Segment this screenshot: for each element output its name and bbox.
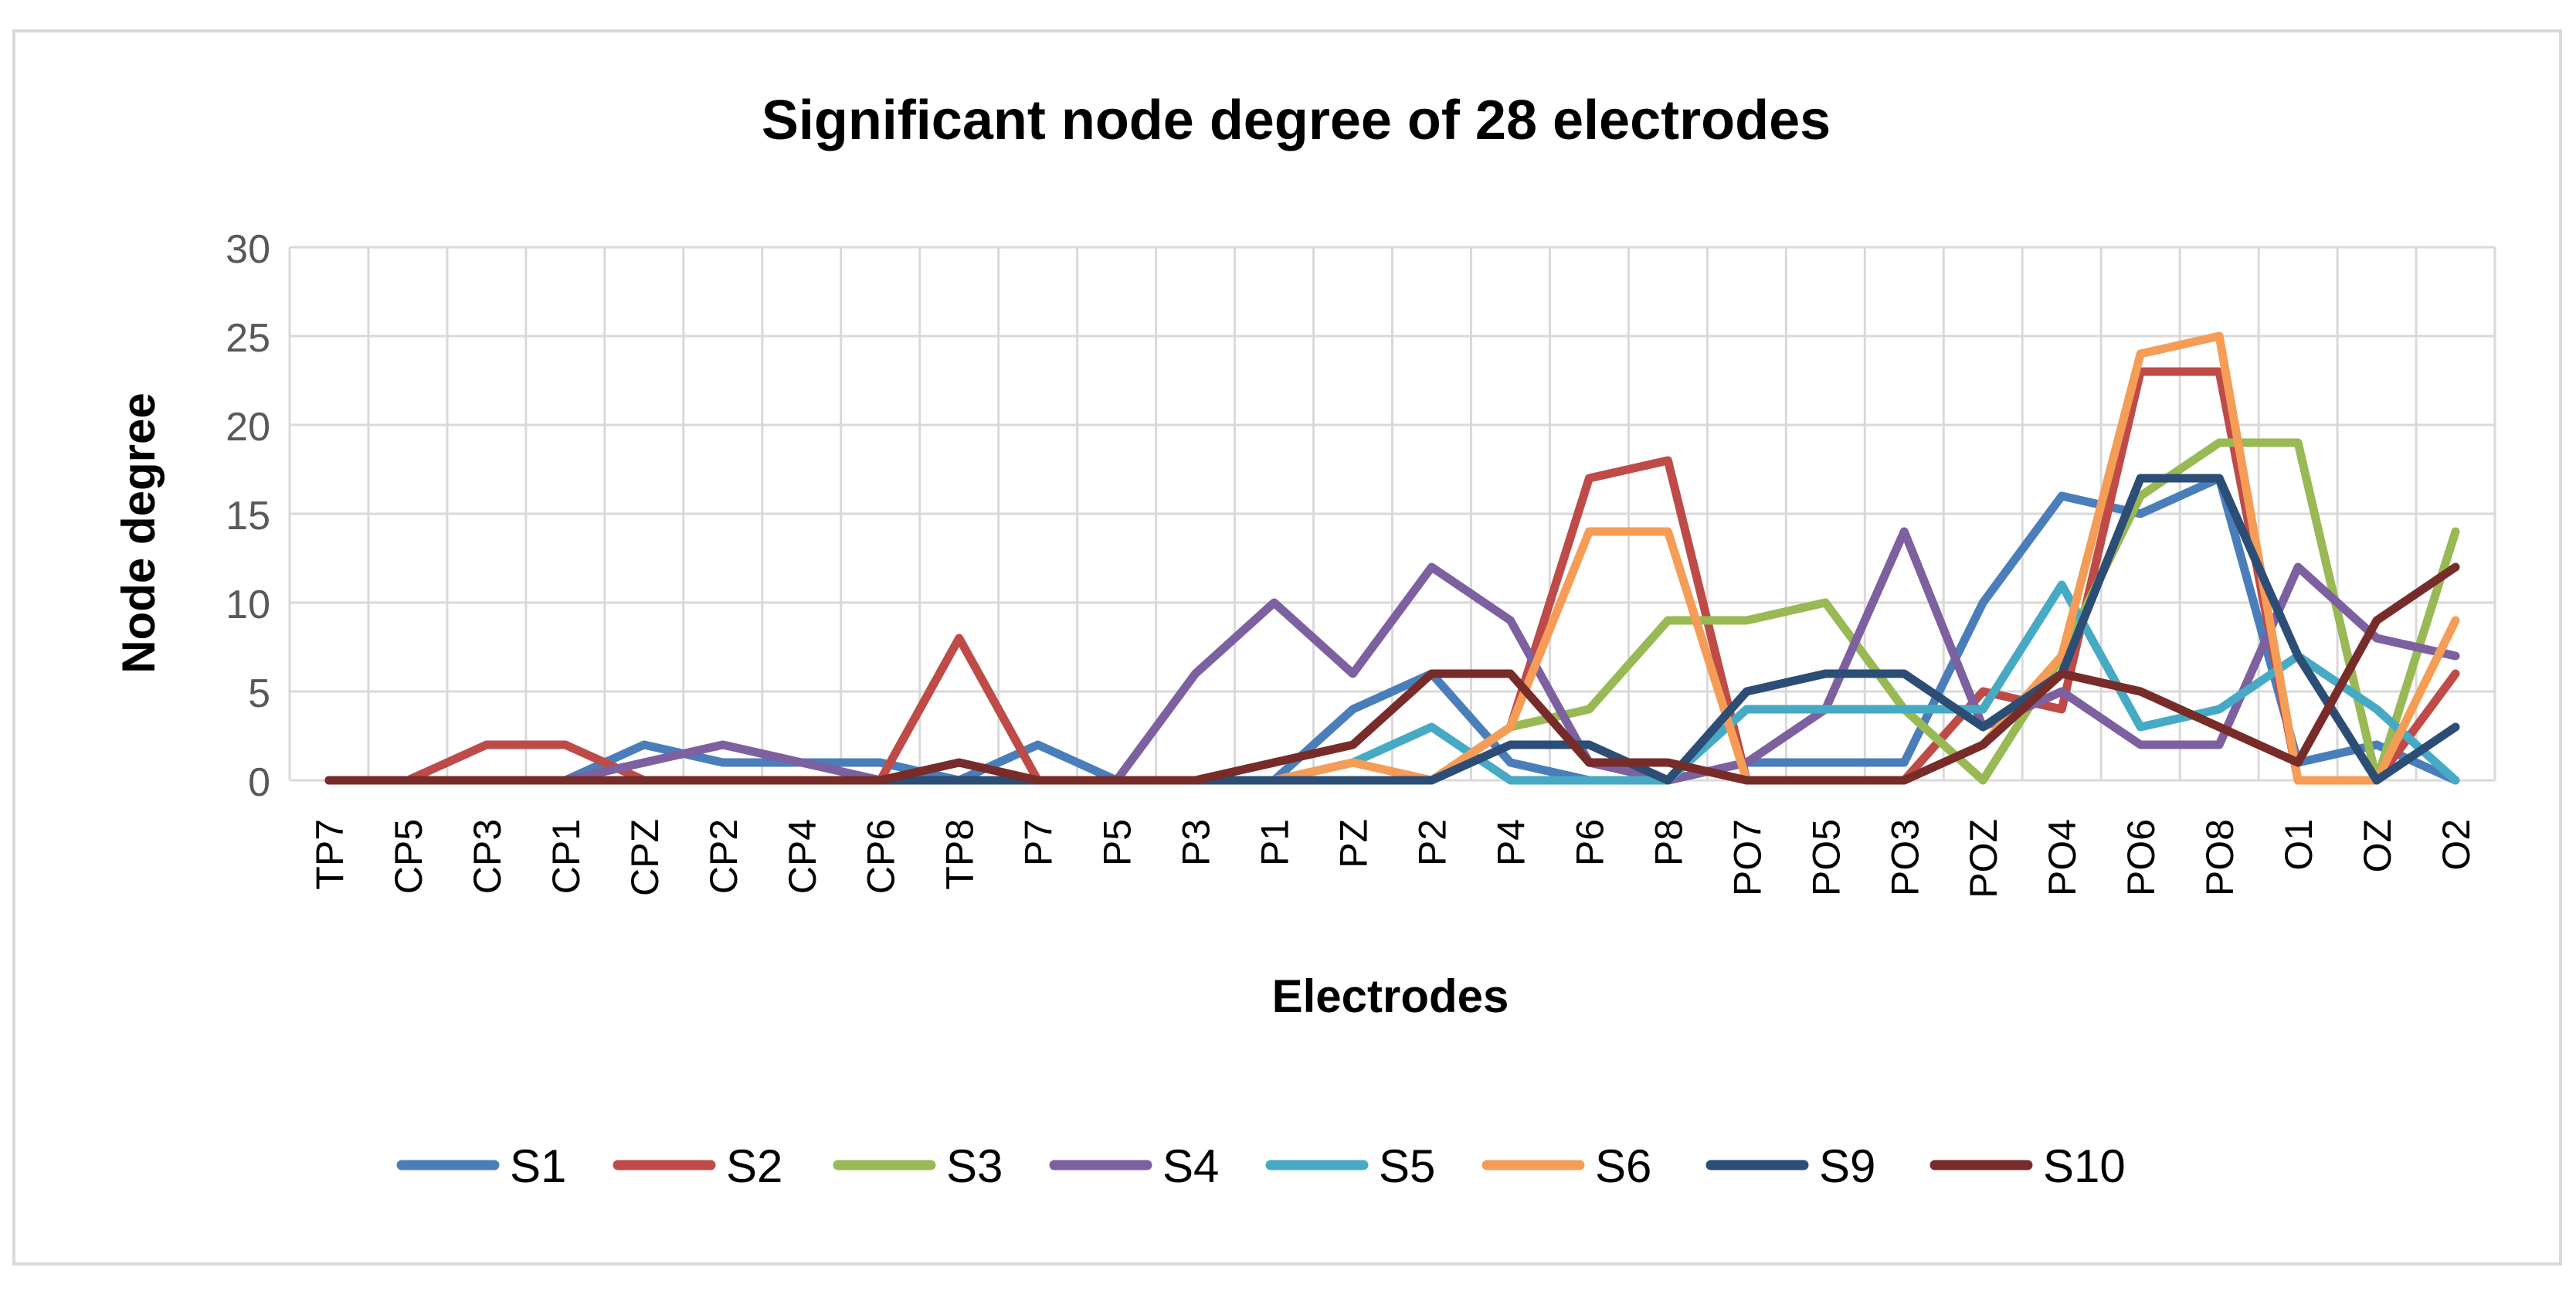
y-tick-label: 5 <box>248 671 270 716</box>
x-tick-label: TP7 <box>308 819 351 890</box>
x-tick-label: PO3 <box>1883 819 1926 896</box>
x-tick-label: CP5 <box>387 819 430 894</box>
gridlines <box>288 246 2496 782</box>
y-tick-label: 10 <box>226 583 270 627</box>
legend-label-s10: S10 <box>2043 1140 2126 1192</box>
legend-label-s9: S9 <box>1819 1140 1875 1192</box>
x-tick-label: P2 <box>1410 819 1454 866</box>
x-tick-label: CP3 <box>466 819 509 894</box>
x-axis-label: Electrodes <box>1272 970 1509 1022</box>
x-tick-label: P4 <box>1489 819 1532 866</box>
y-tick-label: 30 <box>226 227 270 272</box>
legend-label-s1: S1 <box>510 1140 566 1192</box>
legend-label-s5: S5 <box>1379 1140 1435 1192</box>
series-line-s4 <box>324 527 2460 785</box>
x-tick-label: PO7 <box>1726 819 1769 896</box>
x-tick-label: PO4 <box>2041 819 2084 896</box>
x-tick-label: CP4 <box>781 819 824 894</box>
x-tick-label: PO8 <box>2198 819 2242 896</box>
y-tick-label: 20 <box>226 405 270 450</box>
x-tick-label: P5 <box>1096 819 1139 866</box>
x-tick-label: CP6 <box>860 819 903 894</box>
x-tick-label: P3 <box>1175 819 1218 866</box>
series-lines <box>324 331 2460 785</box>
legend-label-s4: S4 <box>1162 1140 1219 1192</box>
x-tick-label: CP2 <box>702 819 745 894</box>
y-tick-label: 15 <box>226 494 270 538</box>
y-tick-label: 0 <box>248 760 270 805</box>
chart-border <box>12 29 2562 1266</box>
y-axis-label: Node degree <box>113 392 165 673</box>
y-axis-ticks: 0 5 10 15 20 25 30 <box>226 227 270 805</box>
x-tick-label: PO5 <box>1804 819 1848 896</box>
legend-label-s2: S2 <box>726 1140 782 1192</box>
x-tick-label: O1 <box>2277 819 2320 871</box>
x-axis-ticks: TP7 CP5 CP3 CP1 CPZ CP2 CP4 CP6 TP8 P7 P5 P3 P1 PZ P2 P… <box>308 819 2478 899</box>
x-tick-label: P7 <box>1017 819 1061 866</box>
x-tick-label: P6 <box>1568 819 1611 866</box>
x-tick-label: CPZ <box>623 819 667 896</box>
y-tick-label: 25 <box>226 316 270 361</box>
legend: S1 S2 S3 S4 S5 S6 S9 S10 <box>396 1140 2126 1192</box>
series-line-s10 <box>324 562 2460 785</box>
chart-title: Significant node degree of 28 electrodes <box>762 90 1831 151</box>
x-tick-label: OZ <box>2356 819 2399 872</box>
x-tick-label: POZ <box>1962 819 2005 899</box>
x-tick-label: TP8 <box>938 819 982 890</box>
x-tick-label: P8 <box>1647 819 1690 866</box>
legend-label-s3: S3 <box>946 1140 1003 1192</box>
x-tick-label: O2 <box>2435 819 2478 871</box>
x-tick-label: P1 <box>1254 819 1297 866</box>
x-tick-label: PZ <box>1332 819 1376 868</box>
x-tick-label: CP1 <box>545 819 588 894</box>
legend-label-s6: S6 <box>1595 1140 1651 1192</box>
x-tick-label: PO6 <box>2120 819 2163 896</box>
